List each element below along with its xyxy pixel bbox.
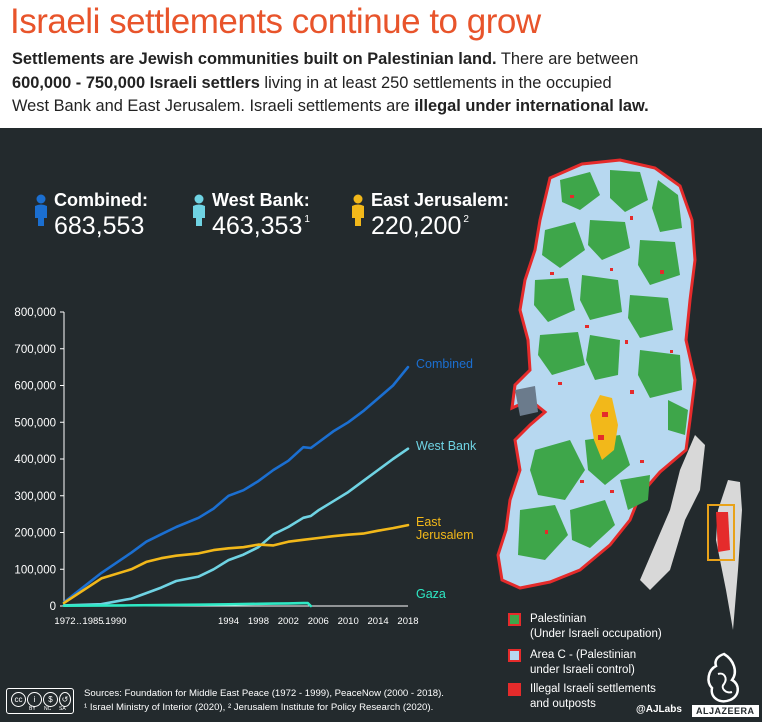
map-palestinian-areas (518, 170, 688, 560)
y-tick-label: 100,000 (14, 564, 56, 576)
subtitle-text-1: There are between (496, 50, 639, 68)
y-tick-label: 300,000 (14, 491, 56, 503)
nc-icon: $ (43, 692, 58, 707)
footnote-marker: 2 (463, 214, 469, 225)
series-label: East (416, 515, 442, 529)
creative-commons-badge: cc i $ ↺ BY NC SA (6, 688, 74, 714)
y-tick-label: 700,000 (14, 344, 56, 356)
inset-map-frame (707, 504, 735, 561)
map-dead-sea (640, 435, 705, 590)
aljazeera-logo-icon (707, 652, 739, 703)
y-tick-label: 800,000 (14, 307, 56, 319)
x-tick-label: 2006 (308, 616, 329, 627)
x-tick-separator: .. (102, 616, 107, 627)
inset-map-west-bank (716, 512, 730, 552)
series-label: Combined (416, 357, 473, 371)
map-settlements (545, 195, 673, 534)
subtitle-bold-2: 600,000 - 750,000 Israeli settlers (12, 73, 260, 92)
x-tick-label: 1972 (54, 616, 75, 627)
subtitle: Settlements are Jewish communities built… (12, 48, 752, 119)
x-tick-label: 1990 (105, 616, 126, 627)
header: Israeli settlements continue to grow Set… (0, 0, 762, 128)
series-line-east-jerusalem (62, 523, 410, 605)
x-tick-label: 2010 (338, 616, 359, 627)
subtitle-bold-3: illegal under international law. (414, 97, 649, 115)
person-icon (352, 194, 364, 226)
person-icon (35, 194, 47, 226)
inset-map-israel (716, 480, 742, 630)
legend-swatch (508, 649, 521, 662)
subtitle-text-2: living in at least 250 settlements in th… (259, 73, 612, 92)
subtitle-text-3: West Bank and East Jerusalem. Israeli se… (12, 97, 415, 115)
subtitle-bold-1: Settlements are Jewish communities built… (12, 50, 497, 68)
series-line-west-bank (62, 447, 410, 607)
series-label: West Bank (416, 439, 477, 453)
stat-value: 683,553 (54, 212, 145, 240)
series-label: Gaza (416, 587, 446, 601)
stat-label: West Bank: (212, 190, 310, 210)
sources: Sources: Foundation for Middle East Peac… (84, 688, 444, 713)
x-tick-label: 2018 (397, 616, 418, 627)
west-bank-map (496, 158, 742, 630)
legend-swatch (508, 683, 521, 696)
map-jerusalem (590, 395, 618, 460)
series-label: Jerusalem (416, 528, 474, 542)
x-tick-label: 1994 (218, 616, 239, 627)
stat-label: Combined: (54, 190, 148, 210)
map-latrun (515, 386, 538, 416)
x-tick-separator: .. (76, 616, 81, 627)
stat-label: East Jerusalem: (371, 190, 510, 210)
line-chart: 0 100,000 200,000 300,000 400,000 500,000 600,… (14, 307, 477, 627)
y-tick-label: 200,000 (14, 528, 56, 540)
credit: @AJLabs (636, 704, 682, 715)
person-icon (193, 194, 205, 226)
y-tick-label: 400,000 (14, 454, 56, 466)
legend-swatch (508, 613, 521, 626)
by-icon: i (27, 692, 42, 707)
x-tick-label: 1985 (82, 616, 103, 627)
cc-icon: cc (11, 692, 26, 707)
x-tick-label: 1998 (248, 616, 269, 627)
stat-value: 220,200 2 (371, 212, 469, 240)
y-tick-label: 0 (50, 601, 56, 613)
aljazeera-wordmark: ALJAZEERA (692, 705, 759, 717)
x-tick-label: 2002 (278, 616, 299, 627)
y-tick-label: 500,000 (14, 417, 56, 429)
series-line-combined (62, 365, 410, 604)
series-line-gaza (62, 601, 313, 608)
x-tick-label: 2014 (368, 616, 389, 627)
footnote-marker: 1 (304, 214, 310, 225)
stat-value: 463,353 1 (212, 212, 310, 240)
page-title: Israeli settlements continue to grow (10, 2, 541, 41)
y-tick-label: 600,000 (14, 381, 56, 393)
sa-icon: ↺ (59, 692, 71, 707)
